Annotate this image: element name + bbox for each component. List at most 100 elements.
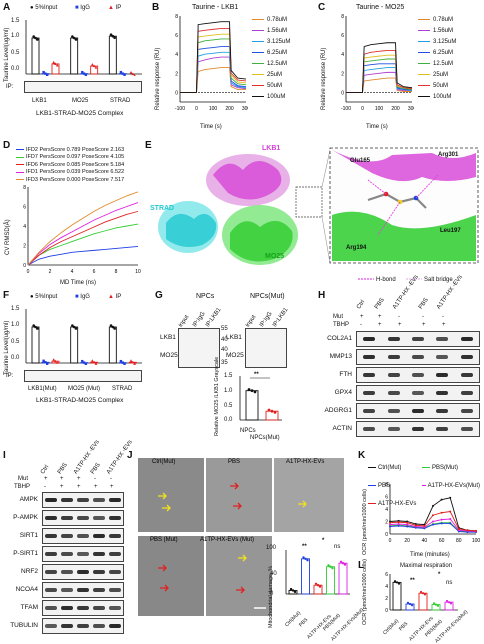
panel-label-k: K xyxy=(358,450,365,461)
f-ylabel: Taurine Level(ug/ml) xyxy=(4,321,10,375)
i-mut: - xyxy=(94,476,96,482)
tem-label: A1TP-HX-EVs (Mut) xyxy=(200,537,254,543)
data-point xyxy=(449,522,451,524)
x-tick-label: -100 xyxy=(175,106,185,112)
blot-band xyxy=(109,552,121,556)
x-tick-label: 200 xyxy=(225,106,234,112)
x-tick-label: 0 xyxy=(389,538,392,544)
blot-row-label: ACTIN xyxy=(318,425,352,432)
blot-row: TFAM xyxy=(4,600,124,616)
x-tick-label: 8 xyxy=(115,269,118,275)
data-point xyxy=(432,524,434,526)
data-point xyxy=(450,602,452,604)
blot-band xyxy=(93,570,105,574)
series-line xyxy=(346,43,412,93)
data-point xyxy=(331,567,333,569)
blot-strip xyxy=(42,528,124,544)
y-tick-label: 2 xyxy=(341,71,344,77)
f-ytick: 1.5 xyxy=(11,306,19,312)
j-sig: * xyxy=(322,538,324,544)
g-lane: input xyxy=(245,314,257,328)
legend-swatch xyxy=(252,74,264,75)
g-xcat: NPCs xyxy=(240,428,256,434)
data-point xyxy=(432,514,434,516)
x-tick-label: 0 xyxy=(361,106,364,112)
legend-entry: IFD6 PersScore 0.085 PoseScore 5.184 xyxy=(16,161,141,169)
legend-label: 6.25uM xyxy=(267,50,287,56)
legend-label: 0.78uM xyxy=(267,17,287,23)
legend-entry: 1.56uM xyxy=(252,25,314,36)
x-tick-label: 2 xyxy=(49,269,52,275)
g-mw: 55 xyxy=(221,326,228,332)
data-point xyxy=(85,74,87,76)
blot-band xyxy=(77,534,89,538)
data-point xyxy=(424,593,426,595)
g-row-lkb1-mut: LKB1 xyxy=(226,334,242,341)
g-npcs-mut: NPCs(Mut) xyxy=(250,293,285,300)
legend-entry: 100uM xyxy=(252,91,314,102)
legend-swatch xyxy=(252,85,264,86)
legend-swatch xyxy=(252,63,264,64)
legend-label: 12.5uM xyxy=(433,61,453,67)
blot-band xyxy=(77,570,89,574)
g-ytick: 1.0 xyxy=(224,388,232,394)
legend-entry: IFD2 PersScore 0.789 PoseScore 2.163 xyxy=(16,146,141,154)
blot-row-label: P-AMPK xyxy=(4,514,38,521)
legend-swatch xyxy=(418,30,430,31)
y-tick-label: 2 xyxy=(385,520,388,526)
blot-band xyxy=(461,391,473,395)
i-mut: + xyxy=(77,476,81,482)
legend-swatch xyxy=(418,52,430,53)
g-ytick: 0.0 xyxy=(224,417,232,423)
tem-label: PBS (Mut) xyxy=(150,537,178,543)
i-tbhp: + xyxy=(60,484,64,490)
series-line xyxy=(28,211,138,265)
blot-band xyxy=(388,409,400,413)
data-point xyxy=(327,564,329,566)
i-tbhp: + xyxy=(77,484,81,490)
j-ytick: 100 xyxy=(266,545,276,551)
legend-entry: 12.5uM xyxy=(252,58,314,69)
l-ylabel: OCR (pmol/min/1000 cells) xyxy=(362,559,368,625)
a-ytick: 1.5 xyxy=(11,18,19,24)
blot-band xyxy=(45,588,57,592)
blot-strip xyxy=(356,403,480,419)
series-line xyxy=(28,224,138,265)
chart-f xyxy=(24,307,144,365)
f-xlabel: LKB1-STRAD-MO25 Complex xyxy=(36,397,123,404)
y-tick-label: 4 xyxy=(385,507,388,513)
data-point xyxy=(407,602,409,604)
g-xcat: NPCs(Mut) xyxy=(250,435,280,441)
h-lane: Ctrl xyxy=(356,299,366,310)
i-mut: - xyxy=(110,476,112,482)
g-row-mo25: MO25 xyxy=(160,352,178,359)
data-point xyxy=(274,411,277,414)
blot-strip xyxy=(356,367,480,383)
legend-swatch xyxy=(252,96,264,97)
blot-row: NRF2 xyxy=(4,564,124,580)
h-tbhp: + xyxy=(398,322,402,328)
blot-row: FTH xyxy=(318,367,480,383)
data-point xyxy=(394,580,396,582)
legend-label: 3.125uM xyxy=(267,39,290,45)
panel-label-b: B xyxy=(152,2,159,13)
blot-band xyxy=(461,427,473,431)
data-point xyxy=(46,74,48,76)
binding-site-zoom xyxy=(330,148,478,279)
x-tick-label: 4 xyxy=(71,269,74,275)
blot-band xyxy=(412,337,424,341)
data-point xyxy=(271,410,274,413)
blot-band xyxy=(109,588,121,592)
blot-strip xyxy=(42,510,124,526)
legend-entry: 25uM xyxy=(252,69,314,80)
legend-entry: IFD1 PersScore 0.039 PoseScore 6.522 xyxy=(16,169,141,177)
blot-row-label: TUBULIN xyxy=(4,622,38,629)
data-point xyxy=(406,524,408,526)
panel-label-c: C xyxy=(318,2,325,13)
legend-label: 100uM xyxy=(267,94,285,100)
b-xlabel: Time (s) xyxy=(200,124,222,130)
blot-row-label: FTH xyxy=(318,371,352,378)
blot-band xyxy=(45,624,57,628)
